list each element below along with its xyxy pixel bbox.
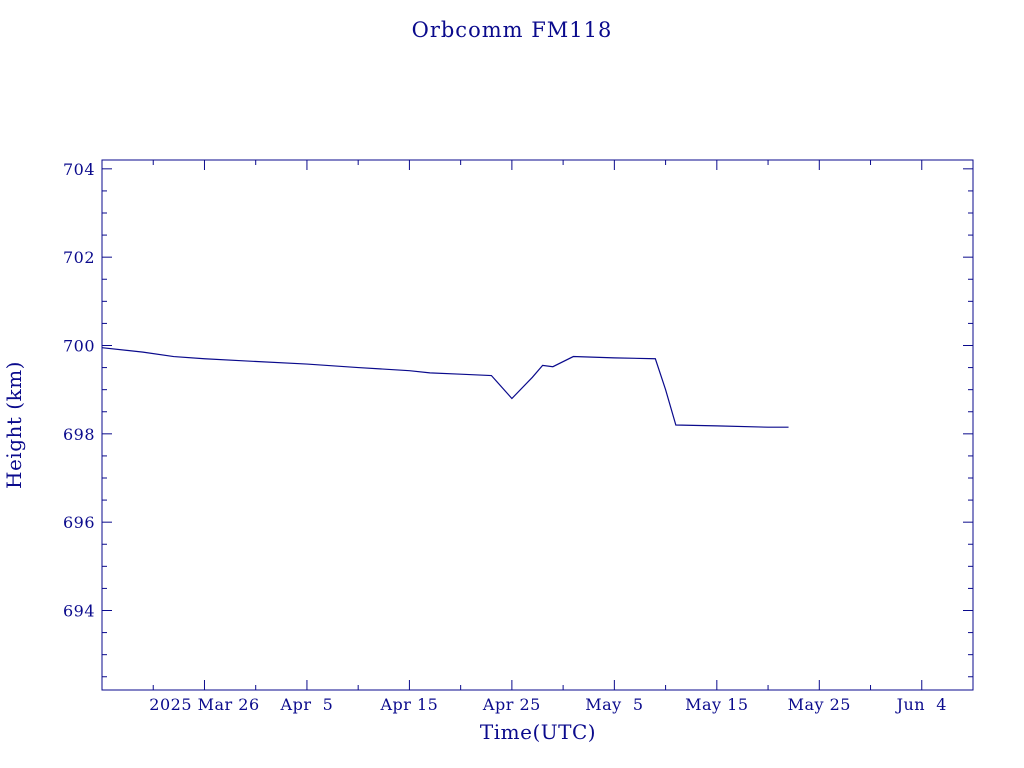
- x-tick-label: Apr 25: [482, 695, 541, 714]
- x-tick-label: Apr 15: [379, 695, 438, 714]
- y-tick-label: 700: [63, 337, 95, 356]
- x-tick-labels: 2025 Mar 26 Apr 5 Apr 15 Apr 25 May 5 May 15 M…: [149, 695, 947, 714]
- y-tick-label: 694: [63, 602, 95, 621]
- y-tick-label: 704: [63, 160, 95, 179]
- y-tick-label: 696: [63, 513, 95, 532]
- y-tick-label: 702: [63, 248, 95, 267]
- plot-frame: [101, 159, 974, 691]
- x-tick-label: May 5: [585, 695, 643, 714]
- x-tick-label: 2025 Mar 26: [149, 695, 259, 714]
- x-axis-label: Time(UTC): [480, 720, 596, 744]
- x-tick-label: Apr 5: [280, 695, 334, 714]
- x-tick-label: May 25: [788, 695, 851, 714]
- y-axis-label: Height (km): [2, 361, 26, 489]
- y-tick-label: 698: [63, 425, 95, 444]
- chart-title: Orbcomm FM118: [412, 18, 613, 42]
- axis-ticks: [101, 160, 974, 690]
- x-tick-label: May 15: [685, 695, 748, 714]
- series-line: [101, 347, 789, 428]
- y-tick-labels: 694 696 698 700 702 704: [63, 160, 95, 621]
- x-tick-label: Jun 4: [895, 695, 947, 714]
